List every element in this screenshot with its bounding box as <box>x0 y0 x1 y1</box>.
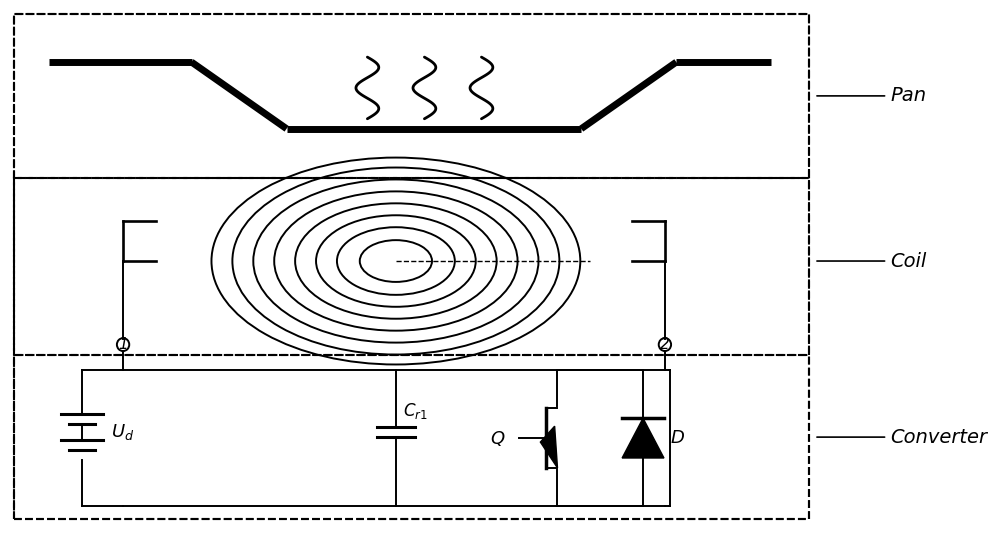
Polygon shape <box>622 418 664 458</box>
Bar <box>14 179 809 354</box>
Text: $D$: $D$ <box>670 429 685 447</box>
Text: $U_d$: $U_d$ <box>111 422 134 442</box>
Bar <box>14 14 809 179</box>
Text: Pan: Pan <box>817 86 926 106</box>
Text: $Q$: $Q$ <box>490 429 505 448</box>
Text: $C_{r1}$: $C_{r1}$ <box>403 401 428 421</box>
Bar <box>14 354 809 519</box>
Text: 2: 2 <box>660 337 670 352</box>
Text: Converter: Converter <box>817 427 987 447</box>
Bar <box>14 14 809 519</box>
Text: Coil: Coil <box>817 252 926 271</box>
Polygon shape <box>540 426 557 468</box>
Text: 1: 1 <box>118 337 128 352</box>
